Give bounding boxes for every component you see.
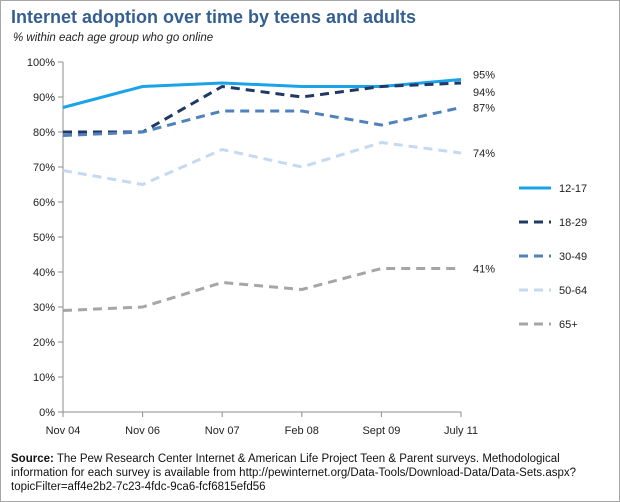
y-tick-label: 30%: [33, 302, 55, 314]
legend-label: 50-64: [559, 285, 587, 297]
y-tick-label: 10%: [33, 372, 55, 384]
line-chart: 0% 10% 20% 30% 40% 50% 60% 70% 80% 90% 100% Nov 04 N…: [27, 57, 587, 437]
series-line-30-49: [62, 106, 462, 137]
source-text: The Pew Research Center Internet & Ameri…: [11, 453, 577, 493]
y-tick-label: 60%: [33, 197, 55, 209]
chart-subtitle: % within each age group who go online: [13, 32, 214, 44]
y-tick-label: 70%: [33, 162, 55, 174]
y-tick-label: 100%: [27, 57, 55, 69]
source-label: Source:: [11, 453, 54, 465]
series-line-50-64: [62, 141, 462, 186]
y-tick-label: 40%: [33, 267, 55, 279]
series-line-65+: [62, 267, 461, 312]
source-note: Source: The Pew Research Center Internet…: [11, 452, 601, 494]
end-value-label: 41%: [473, 264, 495, 276]
x-tick-label: Nov 06: [125, 425, 160, 437]
y-tick-label: 20%: [33, 337, 55, 349]
end-value-label: 94%: [473, 87, 495, 99]
series-line-12-17: [62, 78, 462, 109]
y-tick-label: 90%: [33, 92, 55, 104]
legend-label: 18-29: [559, 217, 587, 229]
end-value-label: 87%: [473, 103, 495, 115]
x-tick-label: Nov 04: [46, 425, 81, 437]
legend-label: 12-17: [559, 183, 587, 195]
x-tick-label: July 11: [444, 425, 478, 437]
x-tick-label: Nov 07: [205, 425, 240, 437]
y-tick-label: 50%: [33, 232, 55, 244]
y-tick-label: 0%: [39, 407, 55, 419]
y-tick-label: 80%: [33, 127, 55, 139]
end-value-label: 74%: [473, 148, 495, 160]
x-tick-label: Sept 09: [362, 425, 400, 437]
x-tick-label: Feb 08: [285, 425, 319, 437]
legend-label: 30-49: [559, 251, 587, 263]
chart-title: Internet adoption over time by teens and…: [11, 7, 417, 27]
end-value-label: 95%: [473, 70, 495, 82]
legend-label: 65+: [559, 319, 578, 331]
